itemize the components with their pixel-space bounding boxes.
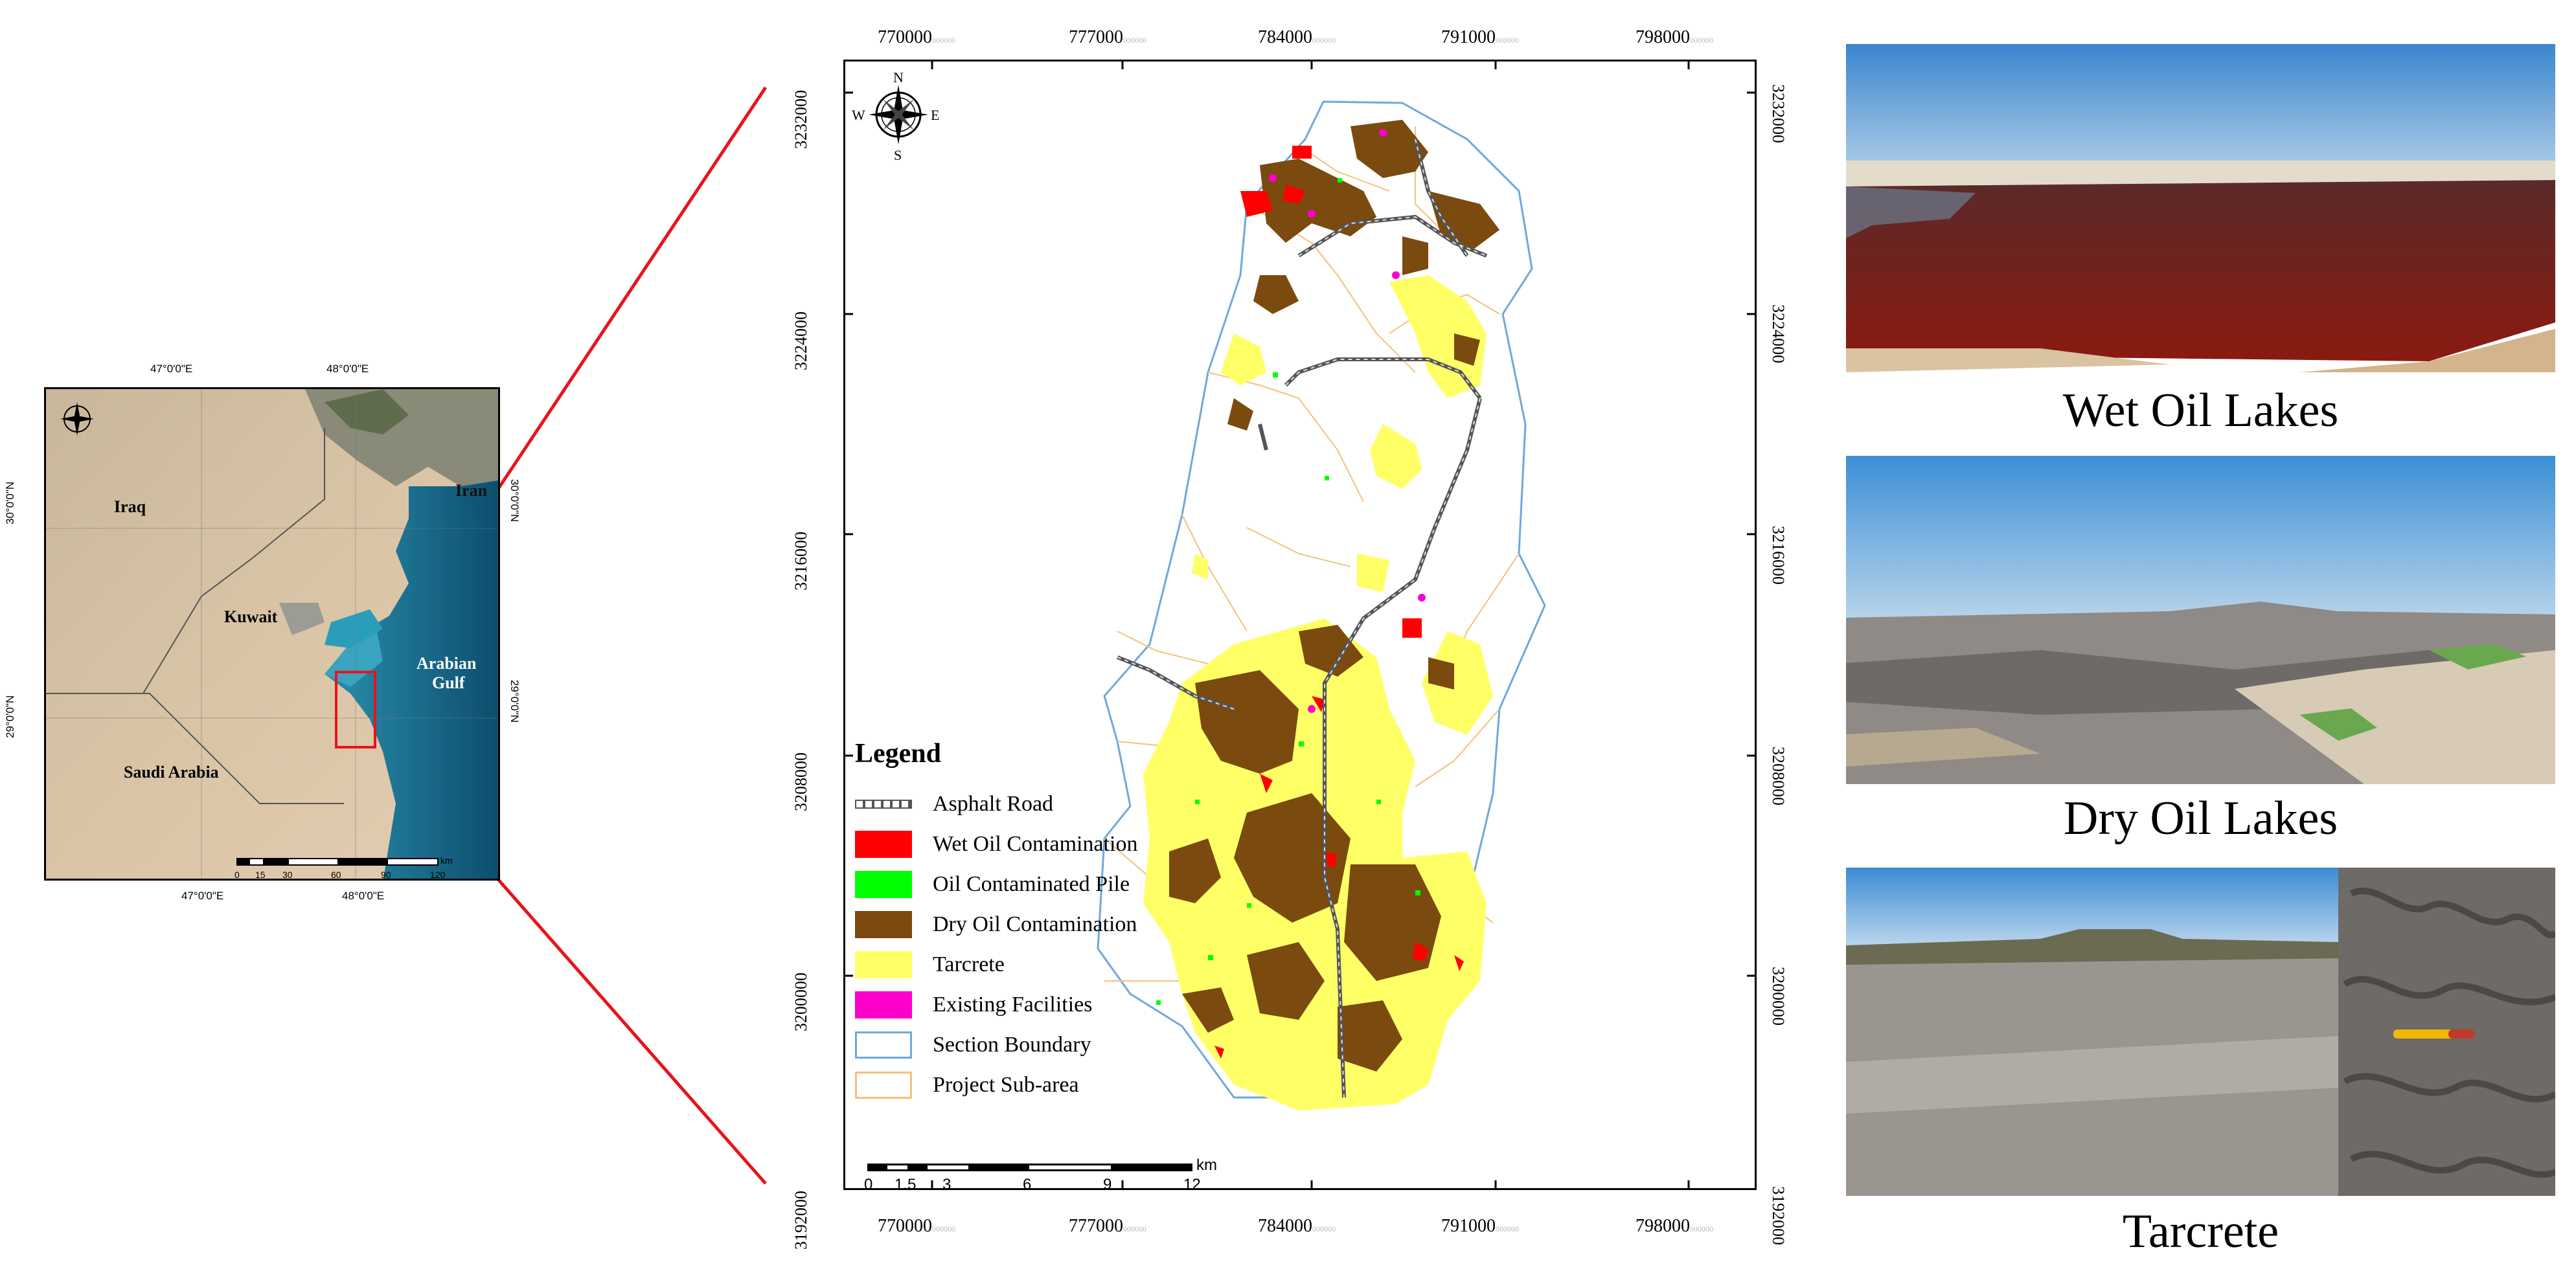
x-tick-label: 798000000000 [1636,1216,1713,1236]
sub-area-swatch [855,1072,912,1099]
x-tick-label: 777000000000 [1069,27,1146,47]
x-tick-label: 777000000000 [1069,1216,1146,1236]
wet-oil-contamination [1214,146,1464,1059]
caption-dry-oil-lakes: Dry Oil Lakes [2063,792,2338,845]
main-scalebar: 0 1.5 3 6 9 12 km [864,1156,1217,1193]
frame-ticks [845,62,1755,1188]
locator-map: Iraq Iran Kuwait Saudi Arabia Arabian Gu… [44,387,500,881]
svg-text:12: 12 [1183,1176,1201,1188]
asphalt-roads-centerline [1117,139,1487,1098]
svg-text:30: 30 [282,870,293,880]
photo-wet-oil-lakes [1846,44,2555,372]
svg-text:E: E [931,107,939,123]
asphalt-road-swatch [855,800,912,809]
y-tick-label: 3200000 [792,973,810,1031]
facilities-swatch [855,991,912,1018]
lat-tick-label: 30°0'0"N [508,479,521,523]
contamination-map: N S E W 0 1.5 3 6 9 12 km [845,62,1755,1193]
svg-text:120: 120 [430,870,446,880]
svg-text:90: 90 [381,870,391,880]
lat-tick-label: 30°0'0"N [4,481,16,524]
existing-facilities [1269,129,1426,713]
lon-tick-label: 48°0'0"E [326,363,369,375]
x-tick-label: 770000000000 [878,27,955,47]
y-tick-label: 3216000 [792,532,810,591]
locator-satellite-image: Iraq Iran Kuwait Saudi Arabia Arabian Gu… [46,389,498,880]
y-tick-label: 3224000 [1769,304,1788,363]
x-tick-label: 784000000000 [1258,1216,1336,1236]
y-tick-label: 3200000 [1769,967,1788,1026]
tarcrete-swatch [855,951,912,978]
compass-rose-icon [60,402,94,436]
y-tick-label: 3224000 [792,311,810,370]
study-area-box [335,671,376,748]
y-tick-label: 3192000 [792,1191,810,1250]
place-label-gulf-2: Gulf [432,673,465,692]
y-tick-label: 3216000 [1769,526,1788,585]
place-label-iraq: Iraq [114,497,146,516]
x-tick-label: 784000000000 [1258,27,1336,47]
x-tick-label: 770000000000 [878,1216,955,1236]
svg-text:9: 9 [1103,1176,1111,1188]
oil-pile-swatch [855,871,912,898]
place-label-iran: Iran [455,481,488,500]
x-tick-label: 798000000000 [1636,27,1713,47]
caption-tarcrete: Tarcrete [2122,1205,2279,1258]
dry-oil-swatch [855,911,912,938]
legend-item-section-boundary: Section Boundary [855,1031,1091,1059]
oil-contaminated-pile [1156,178,1420,1005]
svg-text:km: km [1196,1156,1217,1174]
y-tick-label: 3192000 [1769,1186,1788,1245]
svg-text:S: S [894,147,902,163]
x-tick-label: 791000000000 [1441,1216,1519,1236]
legend-item-facilities: Existing Facilities [855,991,1092,1019]
svg-text:N: N [893,69,904,85]
locator-scalebar: 0 15 30 60 90 120 km [234,855,453,880]
legend-item-tarcrete: Tarcrete [855,950,1005,979]
svg-text:0: 0 [864,1176,872,1188]
place-label-saudi-arabia: Saudi Arabia [124,763,219,782]
legend-item-oil-pile: Oil Contaminated Pile [855,870,1130,899]
photo-tarcrete [1846,868,2555,1196]
svg-text:W: W [852,107,865,123]
section-boundary-swatch [855,1031,912,1059]
svg-text:15: 15 [255,870,266,880]
place-label-gulf-1: Arabian [416,654,477,673]
y-tick-label: 3208000 [792,752,810,811]
lat-tick-label: 29°0'0"N [4,695,16,738]
legend-item-asphalt-road: Asphalt Road [855,790,1053,818]
locator-tick-labels: 47°0'0"E 48°0'0"E 47°0'0"E 48°0'0"E 30°0… [0,0,583,939]
y-tick-label: 3208000 [1769,747,1788,805]
svg-text:km: km [440,855,453,866]
x-tick-label: 791000000000 [1441,27,1519,47]
legend-title: Legend [855,739,942,769]
lon-tick-label: 48°0'0"E [342,890,385,902]
lat-tick-label: 29°0'0"N [508,680,521,723]
compass-rose-icon: N S E W [852,69,939,163]
legend-item-sub-area: Project Sub-area [855,1071,1079,1099]
svg-text:1.5: 1.5 [895,1176,916,1188]
svg-text:6: 6 [1023,1176,1031,1188]
lon-tick-label: 47°0'0"E [150,363,193,375]
wet-oil-swatch [855,831,912,858]
legend-item-wet-oil: Wet Oil Contamination [855,830,1137,859]
section-boundary [1097,100,1546,1099]
y-tick-label: 3232000 [792,90,810,149]
main-map-frame: N S E W 0 1.5 3 6 9 12 km [843,60,1757,1193]
place-label-kuwait: Kuwait [224,607,278,626]
caption-wet-oil-lakes: Wet Oil Lakes [2062,384,2339,437]
svg-text:0: 0 [234,870,240,880]
photo-dry-oil-lakes [1846,456,2555,784]
y-tick-label: 3232000 [1769,84,1788,143]
svg-text:3: 3 [942,1176,951,1188]
pen-for-scale [2393,1029,2465,1039]
legend-item-dry-oil: Dry Oil Contamination [855,910,1137,939]
lon-tick-label: 47°0'0"E [181,890,224,902]
svg-text:60: 60 [331,870,341,880]
